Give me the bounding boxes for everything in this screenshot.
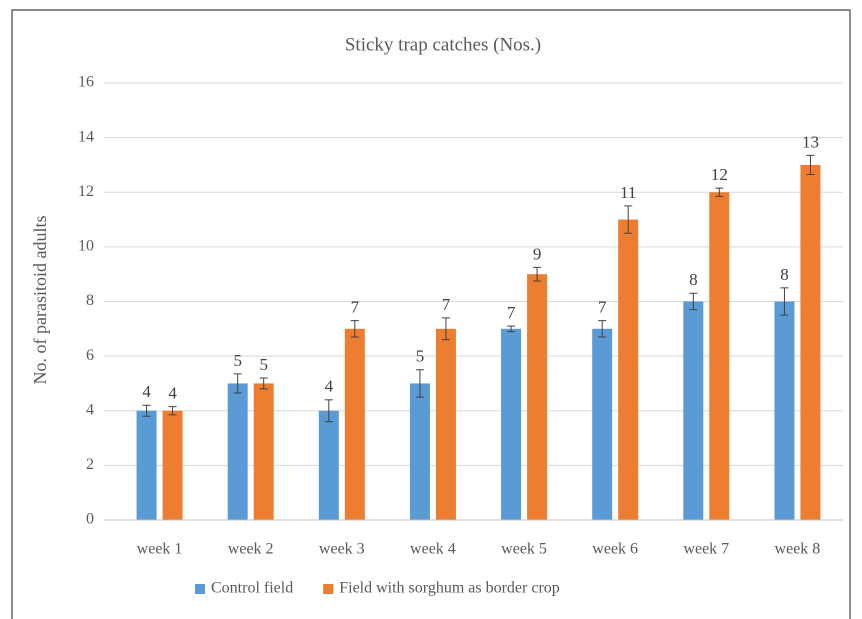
bar: [318, 410, 339, 520]
y-tick-label: 16: [78, 74, 94, 91]
y-tick-label: 14: [78, 128, 94, 145]
legend-swatch: [323, 584, 334, 594]
bar: [344, 328, 365, 520]
y-tick-label: 0: [86, 511, 94, 528]
bar: [501, 328, 522, 520]
y-tick-label: 8: [86, 292, 94, 309]
y-tick-label: 10: [78, 238, 94, 255]
x-tick-label: week 7: [683, 541, 729, 558]
bar: [592, 328, 613, 520]
legend-swatch: [195, 584, 205, 594]
data-label: 9: [533, 244, 542, 263]
bar: [618, 219, 639, 520]
bar: [800, 164, 821, 520]
y-tick-label: 12: [78, 183, 94, 200]
chart-border: [11, 9, 851, 619]
bar: [253, 383, 274, 520]
x-tick-label: week 8: [775, 541, 821, 558]
bar: [683, 301, 704, 520]
x-tick-label: week 3: [319, 541, 365, 558]
data-label: 4: [168, 384, 177, 403]
data-label: 5: [416, 347, 425, 366]
x-tick-label: week 6: [592, 541, 638, 558]
bar: [409, 383, 430, 520]
data-label: 11: [620, 183, 636, 202]
data-label: 8: [689, 270, 698, 289]
data-label: 7: [351, 298, 360, 317]
data-label: 13: [802, 132, 819, 151]
legend-label: Field with sorghum as border crop: [339, 580, 560, 597]
data-label: 8: [780, 265, 789, 284]
bar: [709, 192, 730, 520]
x-tick-label: week 1: [137, 541, 183, 558]
bar: [527, 274, 548, 520]
x-tick-label: week 5: [501, 541, 547, 558]
y-tick-label: 6: [86, 347, 94, 364]
x-tick-label: week 4: [410, 541, 456, 558]
data-label: 7: [507, 303, 516, 322]
data-label: 7: [442, 295, 451, 314]
y-tick-label: 4: [86, 401, 94, 418]
data-label: 7: [598, 298, 607, 317]
bar: [136, 410, 157, 520]
bar: [227, 383, 248, 520]
x-tick-label: week 2: [228, 541, 274, 558]
legend-label: Control field: [211, 580, 293, 597]
data-label: 5: [259, 355, 268, 374]
data-label: 4: [142, 382, 151, 401]
data-label: 12: [711, 165, 728, 184]
data-label: 5: [233, 351, 242, 370]
chart-title: Sticky trap catches (Nos.): [345, 34, 541, 55]
bar: [435, 328, 456, 520]
bar: [162, 410, 183, 520]
y-tick-label: 2: [86, 456, 94, 473]
y-axis-label: No. of parasitoid adults: [30, 216, 50, 385]
bar: [774, 301, 795, 520]
data-label: 4: [325, 377, 334, 396]
